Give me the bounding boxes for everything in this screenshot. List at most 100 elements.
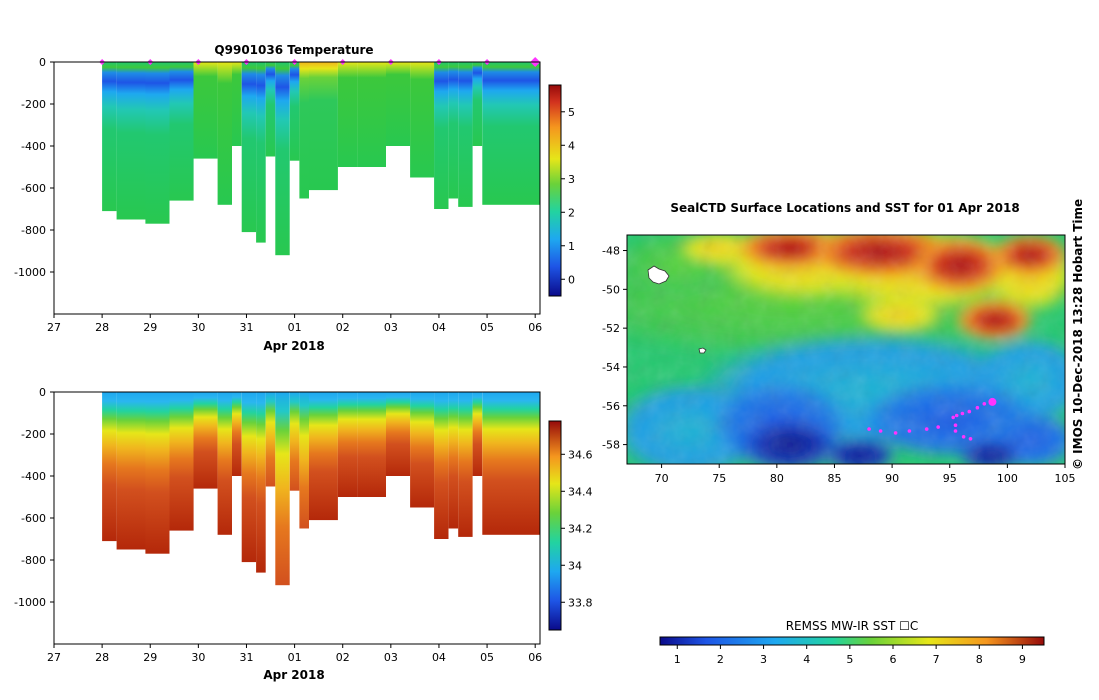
temp-profile-column — [169, 62, 194, 201]
lon-tick-label: 90 — [885, 472, 899, 485]
temp-profile-column — [217, 62, 232, 205]
track-point — [893, 431, 898, 435]
sal-profile-column — [256, 392, 266, 573]
y-tick-label: -600 — [21, 512, 46, 525]
temperature-x-label: Apr 2018 — [263, 339, 324, 353]
sst-colorbar-tick-label: 1 — [674, 653, 681, 666]
temperature-plot-title: Q9901036 Temperature — [214, 43, 373, 57]
x-tick-label: 01 — [288, 651, 302, 664]
sal-profile-column — [386, 392, 411, 476]
x-tick-label: 02 — [336, 321, 350, 334]
sst-colorbar-tick-label: 2 — [717, 653, 724, 666]
x-tick-label: 31 — [239, 651, 253, 664]
temperature-section-plot: Q9901036 Temperature 0 -200 -400 -600 -800 -1… — [14, 43, 575, 353]
temp-profile-column — [458, 62, 473, 207]
salinity-section-plot: 0 -200 -400 -600 -800 -1000 27 28 29 30 31 01 02 03 0… — [14, 386, 592, 682]
sal-profile-column — [217, 392, 232, 535]
lon-tick-label: 75 — [712, 472, 726, 485]
lat-tick-label: -50 — [602, 283, 620, 296]
track-point — [951, 415, 955, 420]
temperature-colorbar — [548, 84, 562, 297]
colorbar-tick-label: 34 — [568, 559, 582, 572]
temperature-y-axis: 0 -200 -400 -600 -800 -1000 — [14, 56, 54, 279]
track-point — [936, 425, 940, 429]
sal-profile-column — [265, 392, 276, 487]
sst-map: SealCTD Surface Locations and SST for 01… — [602, 199, 1085, 666]
y-tick-label: -1000 — [14, 266, 46, 279]
heard-island — [698, 347, 707, 354]
sal-profile-column — [289, 392, 300, 491]
temp-profile-column — [299, 62, 309, 199]
sal-profile-column — [232, 392, 242, 476]
salinity-profiles — [102, 392, 540, 586]
sal-profile-column — [241, 392, 257, 563]
sal-profile-column — [169, 392, 194, 531]
sal-profile-column — [410, 392, 435, 508]
track-point — [975, 405, 980, 410]
sal-profile-column — [337, 392, 358, 497]
seal-track-positions — [867, 397, 997, 441]
track-point — [924, 427, 929, 431]
latest-position-marker — [988, 397, 997, 406]
salinity-y-axis: 0 -200 -400 -600 -800 -1000 — [14, 386, 54, 609]
y-tick-label: -400 — [21, 470, 46, 483]
x-tick-label: 02 — [336, 651, 350, 664]
salinity-x-label: Apr 2018 — [263, 668, 324, 682]
colorbar-tick-label: 34.4 — [568, 485, 593, 498]
lat-tick-label: -54 — [602, 361, 620, 374]
sst-map-frame — [626, 234, 1066, 465]
temp-profile-column — [337, 62, 358, 167]
lon-tick-label: 70 — [655, 472, 669, 485]
lat-tick-label: -58 — [602, 439, 620, 452]
temp-profile-column — [482, 62, 540, 205]
temp-profile-column — [357, 62, 386, 167]
track-point — [907, 429, 912, 433]
imos-timestamp-label: © IMOS 10-Dec-2018 13:28 Hobart Time — [1071, 199, 1085, 470]
sal-profile-column — [472, 392, 483, 476]
temp-profile-column — [289, 62, 300, 161]
y-tick-label: 0 — [39, 386, 46, 399]
sal-profile-column — [448, 392, 459, 529]
colorbar-tick-label: 4 — [568, 139, 575, 152]
sst-map-longitude-axis: 70 75 80 85 90 95 100 105 — [655, 464, 1076, 485]
sal-profile-column — [193, 392, 218, 489]
temp-profile-column — [265, 62, 276, 157]
sal-profile-column — [116, 392, 146, 550]
temp-profile-column — [448, 62, 459, 199]
temp-profile-column — [386, 62, 411, 146]
y-tick-label: -200 — [21, 428, 46, 441]
sal-profile-column — [275, 392, 290, 586]
track-point — [867, 427, 871, 431]
temperature-x-axis: 27 28 29 30 31 01 02 03 04 05 06 — [47, 314, 542, 334]
y-tick-label: -400 — [21, 140, 46, 153]
x-tick-label: 29 — [143, 651, 157, 664]
x-tick-label: 06 — [528, 651, 542, 664]
colorbar-tick-label: 33.8 — [568, 596, 593, 609]
sst-colorbar-ticks: 1 2 3 4 5 6 7 8 9 — [674, 645, 1026, 666]
temp-profile-column — [241, 62, 257, 233]
track-point — [960, 411, 965, 416]
x-tick-label: 27 — [47, 651, 61, 664]
sst-colorbar-tick-label: 8 — [976, 653, 983, 666]
lon-tick-label: 100 — [997, 472, 1018, 485]
temperature-profiles — [102, 62, 540, 256]
x-tick-label: 29 — [143, 321, 157, 334]
colorbar-tick-label: 34.2 — [568, 522, 593, 535]
track-point — [968, 437, 973, 441]
sal-profile-column — [482, 392, 540, 535]
lat-tick-label: -56 — [602, 400, 620, 413]
colorbar-tick-label: 0 — [568, 273, 575, 286]
sal-profile-column — [458, 392, 473, 537]
x-tick-label: 31 — [239, 321, 253, 334]
sal-profile-column — [102, 392, 117, 542]
sst-field — [627, 235, 1065, 464]
track-point — [982, 402, 987, 406]
track-point — [953, 423, 958, 428]
salinity-colorbar — [548, 420, 562, 631]
sal-profile-column — [309, 392, 338, 521]
temp-profile-column — [256, 62, 266, 243]
temp-profile-column — [410, 62, 435, 178]
track-point — [961, 435, 966, 439]
track-point — [878, 429, 883, 433]
